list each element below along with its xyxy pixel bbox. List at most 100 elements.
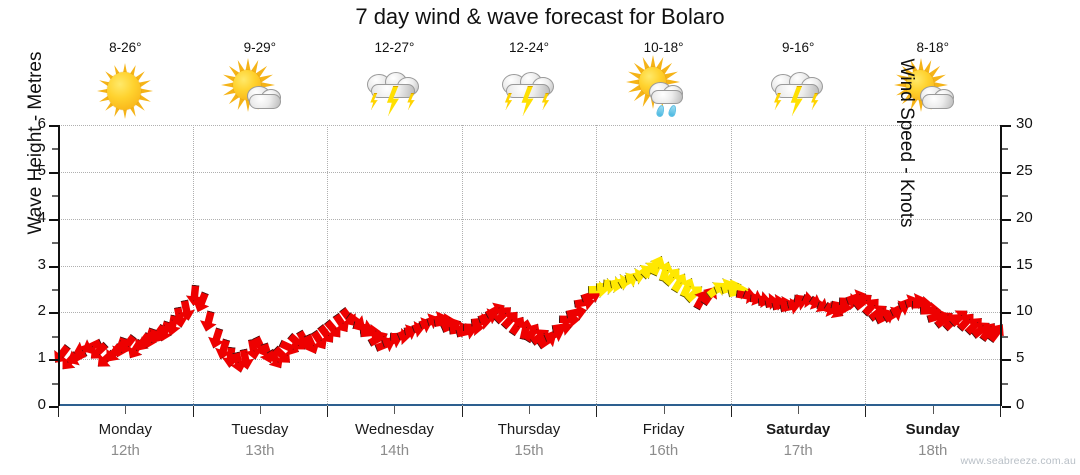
left-axis-tick-label: 3 — [37, 255, 46, 273]
temperature-range: 10-18° — [643, 40, 684, 55]
day-header-thursday: 12-24° — [462, 40, 597, 125]
day-name: Monday — [98, 421, 152, 438]
axis-tick — [52, 335, 58, 338]
day-header-tuesday: 9-29° — [193, 40, 328, 125]
cloud-shape — [921, 94, 954, 109]
sun-disc — [107, 72, 142, 110]
x-axis-tick — [461, 406, 463, 417]
x-axis-tick-minor — [798, 406, 800, 414]
day-date: 12th — [110, 442, 140, 459]
temperature-range: 8-18° — [916, 40, 949, 55]
left-axis-tick-label: 6 — [37, 115, 46, 132]
sun-rays — [625, 55, 680, 109]
axis-tick — [52, 148, 58, 151]
axis-tick — [49, 312, 58, 315]
axis-tick — [1002, 335, 1008, 338]
axis-tick — [1002, 242, 1008, 245]
axis-tick — [1002, 312, 1011, 315]
axis-tick — [52, 242, 58, 245]
x-axis-tick-minor — [125, 406, 127, 414]
x-axis-tick — [865, 406, 867, 417]
gridline-vertical — [461, 125, 463, 406]
temperature-range: 9-29° — [243, 40, 277, 55]
day-name: Wednesday — [354, 421, 434, 438]
day-date: 13th — [245, 442, 275, 459]
x-axis-tick-minor — [394, 406, 396, 414]
day-date: 15th — [514, 442, 544, 459]
axis-tick — [49, 125, 58, 127]
day-date: 17th — [783, 442, 813, 459]
x-axis-tick — [730, 406, 732, 417]
x-axis-tick-minor — [663, 406, 665, 414]
cloud-shape — [650, 90, 683, 104]
x-axis-tick — [327, 406, 329, 417]
axis-tick — [1002, 218, 1011, 221]
temperature-range: 12-27° — [374, 40, 415, 55]
gridline-vertical — [730, 125, 732, 406]
right-axis-line — [1000, 125, 1002, 406]
axis-tick — [49, 218, 58, 221]
right-axis-tick-label: 0 — [1016, 396, 1025, 413]
axis-tick — [1002, 171, 1011, 174]
sunny-icon — [92, 60, 158, 122]
x-axis-day-friday: Friday 16th — [596, 408, 731, 470]
x-axis-day-labels: Monday 12th Tuesday 13th Wednesday 14th Thursd… — [58, 408, 1000, 470]
x-axis-day-sunday: Sunday 18th — [865, 408, 1000, 470]
axis-tick — [49, 406, 58, 408]
day-header-wednesday: 12-27° — [327, 40, 462, 125]
partly-sunny-icon — [220, 58, 293, 122]
left-axis-title: Wave Height - Metres — [25, 51, 46, 235]
right-axis-tick-label: 25 — [1016, 161, 1033, 179]
x-axis-day-tuesday: Tuesday 13th — [193, 408, 328, 470]
axis-tick — [1002, 382, 1008, 385]
gridline-vertical — [865, 125, 867, 406]
day-header-saturday: 9-16° — [731, 40, 866, 125]
day-header-band: 8-26° 9-29° 12-27° 12-24° 10-18° 9-16° 8-18° — [58, 40, 1000, 125]
right-axis-tick-label: 20 — [1016, 208, 1033, 226]
baseline — [58, 404, 1000, 406]
gridline-horizontal — [58, 218, 1000, 220]
left-axis-tick-label: 1 — [37, 349, 46, 367]
cloud-shape — [248, 94, 281, 109]
watermark: www.seabreeze.com.au — [960, 455, 1076, 467]
gridline-horizontal — [58, 125, 1000, 126]
day-header-sunday: 8-18° — [865, 40, 1000, 125]
axis-tick — [1002, 406, 1011, 408]
sun-shower-icon — [625, 55, 697, 122]
x-axis-day-saturday: Saturday 17th — [731, 408, 866, 470]
right-axis-title: Wind Speed - Knots — [896, 58, 917, 228]
day-header-friday: 10-18° — [596, 40, 731, 125]
left-axis-tick-label: 5 — [37, 161, 46, 179]
thunderstorm-icon — [361, 60, 427, 122]
thunderstorm-icon — [765, 60, 831, 122]
temperature-range: 12-24° — [509, 40, 549, 55]
partly-sunny-icon — [893, 58, 966, 122]
gridline-vertical — [327, 125, 329, 406]
right-axis-tick-label: 5 — [1016, 349, 1025, 367]
axis-tick — [1002, 195, 1008, 198]
left-axis-tick-label: 2 — [37, 302, 46, 320]
left-axis-line — [58, 125, 60, 406]
day-date: 14th — [379, 442, 410, 459]
sun-rays — [92, 60, 158, 122]
axis-tick — [1002, 359, 1011, 362]
axis-tick — [52, 195, 58, 198]
x-axis-tick-minor — [932, 406, 934, 414]
plot-area — [58, 125, 1000, 406]
right-axis-tick-label: 15 — [1016, 255, 1033, 273]
temperature-range: 9-16° — [781, 40, 815, 55]
x-axis-day-monday: Monday 12th — [58, 408, 193, 470]
day-header-monday: 8-26° — [58, 40, 193, 125]
day-date: 16th — [649, 442, 679, 459]
axis-tick — [49, 359, 58, 362]
day-name: Thursday — [497, 421, 561, 438]
x-axis-tick-minor — [259, 406, 261, 414]
temperature-range: 8-26° — [109, 40, 142, 55]
day-name: Saturday — [766, 421, 831, 438]
gridline-horizontal — [58, 171, 1000, 173]
axis-tick — [49, 265, 58, 268]
axis-tick — [1002, 288, 1008, 291]
sun-rays — [893, 58, 948, 112]
axis-tick — [52, 382, 58, 385]
